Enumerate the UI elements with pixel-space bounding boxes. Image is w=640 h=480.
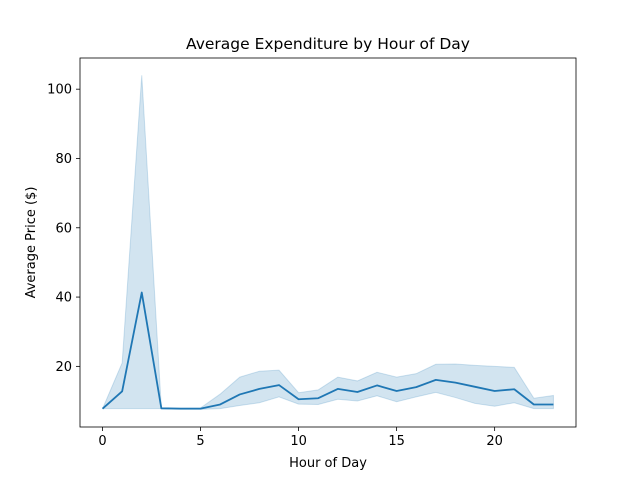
axes-frame — [79, 57, 577, 428]
chart-title: Average Expenditure by Hour of Day — [186, 35, 470, 53]
y-tick-label: 80 — [55, 152, 72, 167]
series-line — [101, 291, 554, 410]
y-tick-label: 40 — [55, 291, 72, 306]
x-tick-label: 20 — [486, 434, 503, 449]
x-axis-label: Hour of Day — [289, 456, 367, 471]
y-tick-label: 100 — [47, 83, 72, 98]
confidence-band — [101, 75, 554, 410]
line-layer — [101, 291, 554, 410]
y-tick-label: 20 — [55, 360, 72, 375]
x-tick-label: 5 — [196, 434, 204, 449]
y-axis-label: Average Price ($) — [24, 187, 39, 299]
y-tick-label: 60 — [55, 221, 72, 236]
confidence-band-layer — [101, 75, 554, 410]
x-ticks: 0 5 10 15 20 — [98, 427, 503, 449]
x-tick-label: 10 — [290, 434, 307, 449]
y-ticks: 20 40 60 80 100 — [47, 83, 80, 375]
x-tick-label: 15 — [388, 434, 405, 449]
x-tick-label: 0 — [98, 434, 106, 449]
